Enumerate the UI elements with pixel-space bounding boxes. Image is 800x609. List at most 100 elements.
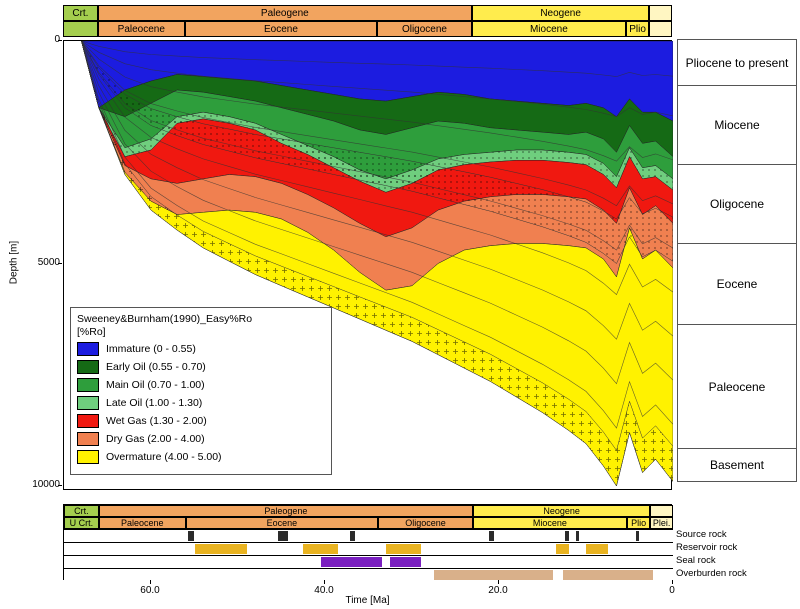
legend-label: Wet Gas (1.30 - 2.00) (106, 415, 207, 427)
legend-swatch (77, 342, 99, 356)
time-axis-label: Time [Ma] (345, 595, 390, 606)
track-segment-source-rock (635, 531, 640, 541)
track-segment-seal-rock (390, 557, 421, 567)
stratigraphy-column: Pliocene to present Miocene Oligocene Eocen… (677, 39, 797, 482)
horizon-line (81, 41, 673, 385)
legend-label: Late Oil (1.00 - 1.30) (106, 397, 203, 409)
legend-entry-early-oil-0-55-0-70: Early Oil (0.55 - 0.70) (77, 360, 325, 374)
legend-label: Main Oil (0.70 - 1.00) (106, 379, 205, 391)
track-segment-reservoir-rock (303, 544, 339, 554)
timescale-cell-plio: Plio (625, 21, 650, 37)
track-segment-reservoir-rock (194, 544, 247, 554)
horizon-line (81, 41, 673, 429)
timescale-cell-oligocene: Oligocene (378, 517, 473, 529)
pattern-band-plusPat (81, 41, 673, 487)
maturity-legend: Sweeney&Burnham(1990)_Easy%Ro [%Ro] Imma… (70, 307, 332, 475)
zone-overlay-late-oil-1-00-1-30 (81, 41, 673, 193)
track-label-source-rock: Source rock (676, 529, 727, 540)
legend-entry-late-oil-1-00-1-30: Late Oil (1.00 - 1.30) (77, 396, 325, 410)
time-tick-mark (498, 580, 499, 584)
timescale-cell-neogene: Neogene (471, 5, 650, 21)
track-segment-source-rock (565, 531, 569, 541)
timescale-bottom-era-row: Crt. Paleogene Neogene (64, 505, 673, 517)
track-segment-source-rock (278, 531, 288, 541)
strat-box-pliocene-to-present: Pliocene to present (677, 39, 797, 86)
track-segment-reservoir-rock (586, 544, 608, 554)
time-tick-label-40: 40.0 (314, 585, 334, 596)
track-segment-source-rock (575, 531, 580, 541)
depth-tick-mark (58, 485, 62, 486)
timescale-cell-plei: Plei. (650, 517, 673, 529)
timescale-cell-paleogene: Paleogene (98, 505, 473, 517)
legend-label: Dry Gas (2.00 - 4.00) (106, 433, 205, 445)
time-tick-label-60: 60.0 (140, 585, 160, 596)
track-segment-source-rock (489, 531, 494, 541)
horizon-line (81, 41, 673, 340)
track-segment-reservoir-rock (385, 544, 421, 554)
track-segment-reservoir-rock (555, 544, 569, 554)
track-row-reservoir-rock (64, 542, 673, 555)
timescale-cell-blank (649, 5, 672, 21)
depth-tick-label-10000: 10000 (32, 479, 60, 490)
timescale-cell-plio: Plio (626, 517, 651, 529)
legend-entries: Immature (0 - 0.55) Early Oil (0.55 - 0.7… (77, 342, 325, 464)
timescale-cell-blank (649, 21, 672, 37)
horizon-line (81, 41, 673, 251)
strat-box-oligocene: Oligocene (677, 164, 797, 244)
track-label-reservoir-rock: Reservoir rock (676, 542, 738, 553)
depth-tick-mark (58, 40, 62, 41)
track-segment-seal-rock (320, 557, 382, 567)
legend-label: Immature (0 - 0.55) (106, 343, 196, 355)
timescale-cell-paleocene: Paleocene (98, 517, 186, 529)
depth-tick-label-0: 0 (20, 34, 60, 45)
track-row-seal-rock (64, 555, 673, 568)
legend-entry-dry-gas-2-00-4-00: Dry Gas (2.00 - 4.00) (77, 432, 325, 446)
legend-title: Sweeney&Burnham(1990)_Easy%Ro (77, 313, 253, 325)
burial-history-plot: Sweeney&Burnham(1990)_Easy%Ro [%Ro] Imma… (63, 40, 673, 490)
timescale-cell-neogene: Neogene (472, 505, 651, 517)
timescale-cell-oligocene: Oligocene (377, 21, 472, 37)
strat-box-miocene: Miocene (677, 85, 797, 165)
time-tick-label-20: 20.0 (488, 585, 508, 596)
track-segment-source-rock (188, 531, 194, 541)
legend-entry-overmature-4-00-5-00: Overmature (4.00 - 5.00) (77, 450, 325, 464)
legend-label: Overmature (4.00 - 5.00) (106, 451, 222, 463)
depth-tick-label-5000: 5000 (37, 256, 60, 268)
timescale-cell-paleogene: Paleogene (97, 5, 472, 21)
track-row-source-rock (64, 529, 673, 542)
timescale-cell-eocene: Eocene (185, 517, 379, 529)
timescale-cell-paleocene: Paleocene (97, 21, 185, 37)
timescale-cell-eocene: Eocene (184, 21, 378, 37)
stratigraphic-horizon-lines (81, 41, 673, 429)
strat-box-basement: Basement (677, 448, 797, 482)
timescale-cell-blank (63, 21, 98, 37)
timescale-cell-u-crt: U Crt. (64, 517, 99, 529)
burial-history-svg (81, 41, 673, 487)
legend-label: Early Oil (0.55 - 0.70) (106, 361, 206, 373)
track-segment-source-rock (350, 531, 355, 541)
timescale-top-era-row: Crt. Paleogene Neogene (63, 5, 672, 21)
timescale-cell-miocene: Miocene (472, 517, 627, 529)
timescale-cell-blank (650, 505, 673, 517)
legend-entry-main-oil-0-70-1-00: Main Oil (0.70 - 1.00) (77, 378, 325, 392)
legend-swatch (77, 378, 99, 392)
track-segment-overburden-rock (563, 570, 653, 580)
lithology-pattern-bands (81, 41, 673, 487)
horizon-line (81, 41, 673, 118)
depth-tick-mark (58, 262, 62, 264)
legend-subtitle: [%Ro] (77, 326, 106, 338)
legend-swatch (77, 414, 99, 428)
timescale-cell-miocene: Miocene (471, 21, 626, 37)
legend-entry-wet-gas-1-30-2-00: Wet Gas (1.30 - 2.00) (77, 414, 325, 428)
horizon-line (81, 41, 673, 162)
depth-axis-label: Depth [m] (8, 240, 20, 285)
time-tick-label-0: 0 (669, 585, 675, 596)
time-tick-mark (672, 580, 673, 584)
track-row-overburden-rock (64, 568, 673, 581)
timescale-bottom-epoch-row: U Crt. Paleocene Eocene Oligocene Miocene Pli… (64, 517, 673, 529)
timescale-cell-crt: Crt. (64, 505, 99, 517)
track-label-overburden-rock: Overburden rock (676, 568, 747, 579)
legend-swatch (77, 432, 99, 446)
track-segment-overburden-rock (433, 570, 553, 580)
